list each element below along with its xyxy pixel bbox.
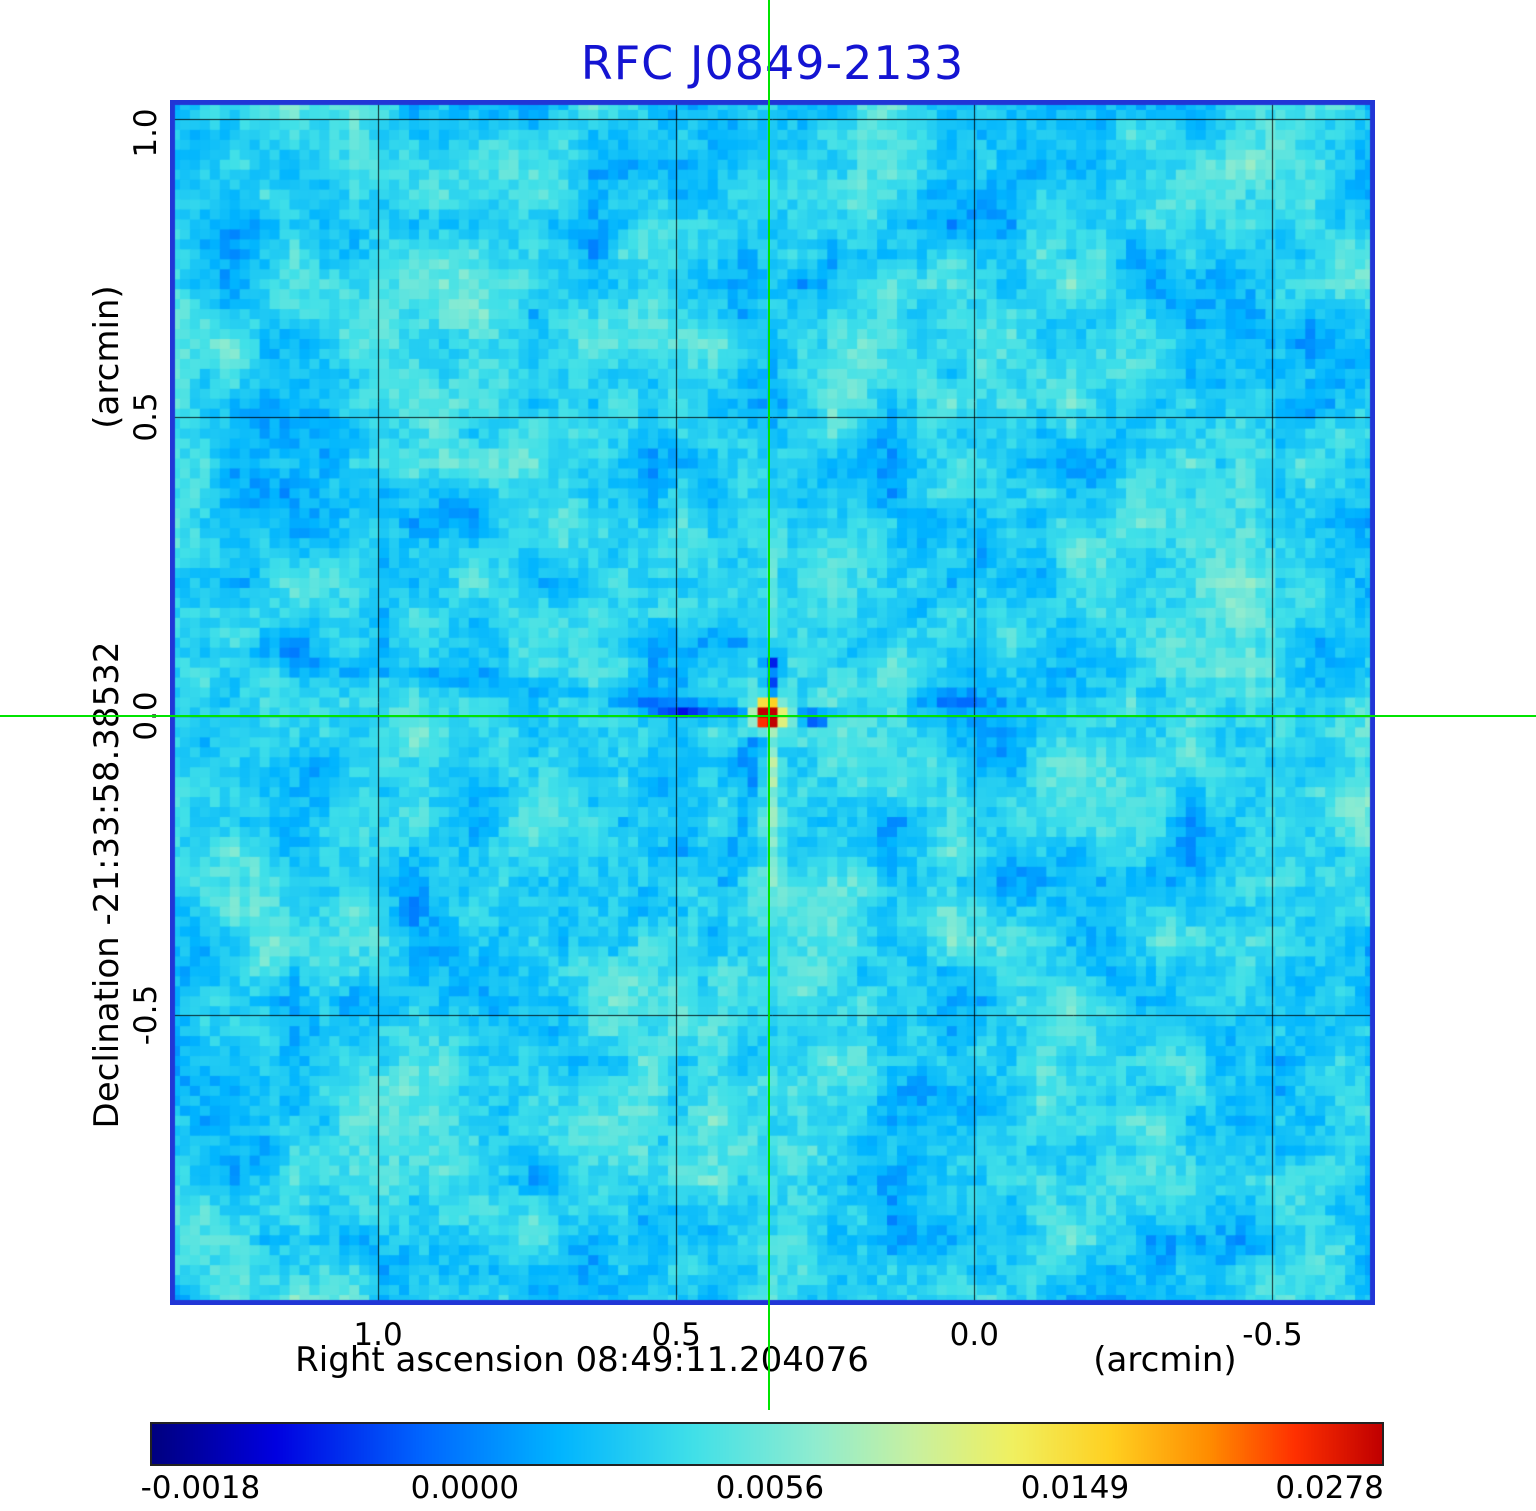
colorbar-tick-label: -0.0018 — [140, 1470, 261, 1506]
colorbar-tick-label: 0.0149 — [1020, 1470, 1130, 1506]
y-axis-unit: (arcmin) — [87, 285, 127, 429]
x-tick-label: 0.5 — [651, 1317, 701, 1353]
y-tick-label: -0.5 — [128, 984, 164, 1046]
colorbar — [150, 1422, 1384, 1466]
sky-map-canvas — [170, 100, 1375, 1305]
colorbar-tick-label: 0.0000 — [410, 1470, 520, 1506]
colorbar-tick-label: 0.0278 — [1275, 1470, 1384, 1506]
x-axis-title: Right ascension 08:49:11.204076 — [295, 1340, 869, 1380]
y-tick-label: 0.5 — [128, 392, 164, 443]
x-tick-label: 0.0 — [949, 1317, 999, 1353]
colorbar-tick-label: 0.0056 — [715, 1470, 825, 1506]
chart-title: RFC J0849-2133 — [580, 36, 965, 90]
x-tick-label: 1.0 — [353, 1317, 403, 1353]
x-tick-label: -0.5 — [1242, 1317, 1303, 1353]
crosshair-vertical — [768, 0, 770, 1410]
x-axis-unit: (arcmin) — [1093, 1340, 1237, 1380]
y-tick-label: 1.0 — [128, 107, 164, 158]
